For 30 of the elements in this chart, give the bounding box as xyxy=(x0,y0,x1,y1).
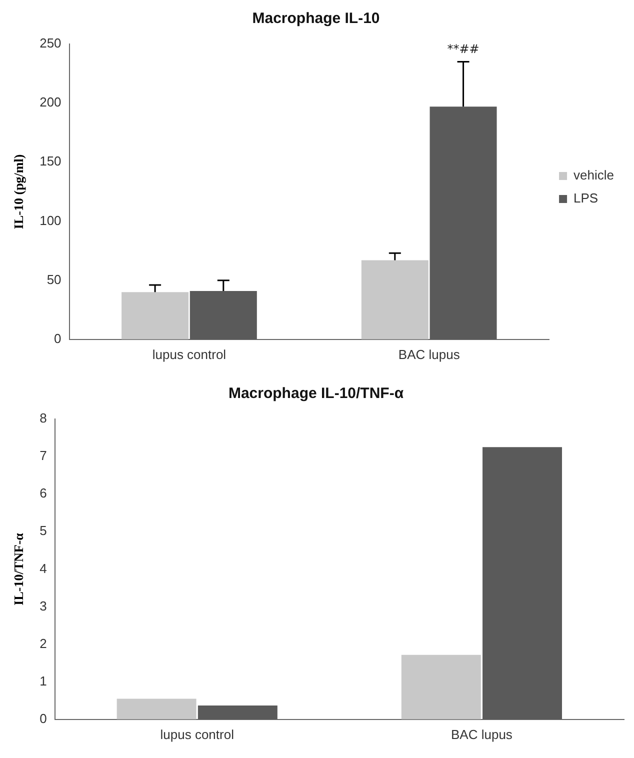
y-axis-title: IL-10/TNF-α xyxy=(11,532,26,606)
bar xyxy=(361,260,428,340)
y-tick-label: 4 xyxy=(40,560,47,576)
y-tick-label: 250 xyxy=(40,36,62,51)
y-tick-label: 7 xyxy=(40,448,47,464)
y-tick-label: 1 xyxy=(40,673,47,688)
bar xyxy=(401,654,481,720)
y-tick-label: 50 xyxy=(46,272,62,287)
x-tick-label: BAC lupus xyxy=(450,726,513,742)
y-tick-label: 100 xyxy=(40,212,62,228)
chart-title: Macrophage IL-10/TNF-α xyxy=(228,385,404,402)
y-tick-label: 5 xyxy=(40,523,47,538)
legend-label: vehicle xyxy=(574,168,614,183)
y-tick-label: 8 xyxy=(40,410,47,426)
annotation: **## xyxy=(447,42,480,56)
y-tick-label: 6 xyxy=(40,486,47,501)
y-tick-label: 0 xyxy=(40,710,47,726)
y-tick-label: 2 xyxy=(40,636,47,651)
x-tick-label: lupus control xyxy=(160,726,234,742)
bar xyxy=(116,698,196,720)
legend-label: LPS xyxy=(574,190,598,206)
y-tick-label: 0 xyxy=(54,330,62,346)
x-tick-label: lupus control xyxy=(152,346,226,362)
y-tick-label: 150 xyxy=(40,154,62,169)
y-tick-label: 3 xyxy=(40,598,47,614)
y-axis-title: IL-10 (pg/ml) xyxy=(11,154,26,230)
y-tick-label: 200 xyxy=(40,94,62,110)
x-tick-label: BAC lupus xyxy=(398,346,460,362)
chart-title: Macrophage IL-10 xyxy=(252,10,380,28)
bar xyxy=(122,292,189,340)
